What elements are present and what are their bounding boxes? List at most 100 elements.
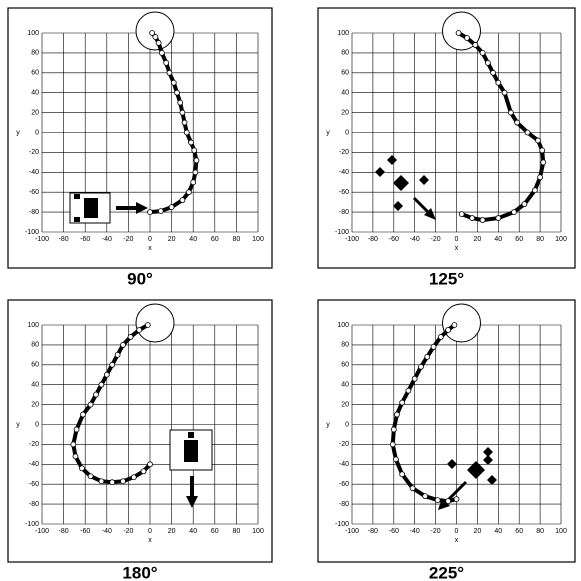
x-tick-label: 0 <box>148 236 152 243</box>
y-tick-label: 20 <box>341 109 349 116</box>
y-tick-label: -100 <box>25 521 39 528</box>
x-tick-label: 20 <box>168 528 176 535</box>
y-tick-label: 80 <box>341 50 349 57</box>
trajectory-point <box>175 90 180 95</box>
y-tick-label: -100 <box>25 229 39 236</box>
panel-title: 90° <box>127 269 153 288</box>
robot-part <box>447 459 457 469</box>
y-tick-label: 100 <box>337 322 349 329</box>
trajectory-point <box>167 70 172 75</box>
panel-border <box>318 300 575 562</box>
robot-part <box>375 167 385 177</box>
trajectory-point <box>137 327 142 332</box>
trajectory-point <box>180 198 185 203</box>
x-tick-label: -60 <box>389 236 399 243</box>
trajectory-point <box>464 35 469 40</box>
panel-title: 225° <box>429 563 464 581</box>
trajectory-point <box>194 158 199 163</box>
trajectory-point <box>110 362 115 367</box>
robot-part <box>387 155 397 165</box>
y-tick-label: -40 <box>339 169 349 176</box>
trajectory-point <box>454 497 459 502</box>
trajectory <box>73 325 150 482</box>
trajectory-point <box>148 462 153 467</box>
trajectory-point <box>391 427 396 432</box>
trajectory-point <box>156 40 161 45</box>
panel-title: 180° <box>122 563 157 581</box>
trajectory-point <box>79 466 84 471</box>
trajectory-point <box>131 475 136 480</box>
trajectory-point <box>446 499 451 504</box>
trajectory-point <box>186 190 191 195</box>
goal <box>136 304 174 342</box>
trajectory-point <box>145 323 150 328</box>
y-tick-label: 40 <box>31 90 39 97</box>
trajectory-point <box>393 457 398 462</box>
x-tick-label: 80 <box>536 528 544 535</box>
x-tick-label: 0 <box>455 236 459 243</box>
x-tick-label: 20 <box>168 236 176 243</box>
arrow-head <box>186 496 198 508</box>
y-tick-label: 60 <box>341 70 349 77</box>
x-axis-label: x <box>148 245 152 252</box>
trajectory-point <box>110 480 115 485</box>
y-tick-label: 100 <box>27 30 39 37</box>
y-tick-label: 40 <box>341 90 349 97</box>
trajectory-point <box>390 442 395 447</box>
trajectory-point <box>431 344 436 349</box>
trajectory-point <box>511 210 516 215</box>
y-tick-label: -80 <box>339 501 349 508</box>
trajectory-point <box>541 160 546 165</box>
robot-wheel <box>74 217 80 222</box>
robot-wheel <box>188 432 194 438</box>
robot-part <box>483 447 493 457</box>
y-tick-label: -60 <box>339 189 349 196</box>
x-tick-label: -20 <box>431 236 441 243</box>
trajectory-point <box>121 479 126 484</box>
trajectory-point <box>182 120 187 125</box>
robot-body <box>84 198 98 218</box>
trajectory-point <box>104 372 109 377</box>
y-tick-label: -100 <box>335 229 349 236</box>
x-tick-label: 40 <box>189 236 197 243</box>
x-tick-label: 60 <box>515 236 523 243</box>
trajectory-point <box>178 100 183 105</box>
x-tick-label: -40 <box>410 236 420 243</box>
y-tick-label: -60 <box>339 481 349 488</box>
trajectory-point <box>159 50 164 55</box>
x-tick-label: 80 <box>233 236 241 243</box>
y-tick-label: -40 <box>339 461 349 468</box>
x-tick-label: -20 <box>123 528 133 535</box>
y-tick-label: 60 <box>341 362 349 369</box>
trajectory-point <box>193 170 198 175</box>
trajectory-point <box>400 472 405 477</box>
trajectory-point <box>522 202 527 207</box>
trajectory-point <box>121 342 126 347</box>
trajectory-point <box>158 209 163 214</box>
trajectory-point <box>456 31 461 36</box>
x-tick-label: -100 <box>35 528 49 535</box>
y-axis-label: y <box>326 129 330 136</box>
trajectory-point <box>71 442 76 447</box>
y-tick-label: -60 <box>29 481 39 488</box>
x-tick-label: -60 <box>389 528 399 535</box>
y-tick-label: 20 <box>341 401 349 408</box>
trajectory-point <box>169 205 174 210</box>
trajectory-point <box>485 60 490 65</box>
x-tick-label: -80 <box>368 528 378 535</box>
y-tick-label: 80 <box>31 50 39 57</box>
y-tick-label: 0 <box>345 421 349 428</box>
trajectory-point <box>496 80 501 85</box>
x-tick-label: -80 <box>368 236 378 243</box>
y-tick-label: -100 <box>335 521 349 528</box>
trajectory-point <box>459 212 464 217</box>
y-tick-label: 20 <box>31 109 39 116</box>
robot-part <box>467 461 485 479</box>
trajectory-point <box>425 354 430 359</box>
trajectory-point <box>141 469 146 474</box>
y-tick-label: -20 <box>29 441 39 448</box>
y-tick-label: 20 <box>31 401 39 408</box>
